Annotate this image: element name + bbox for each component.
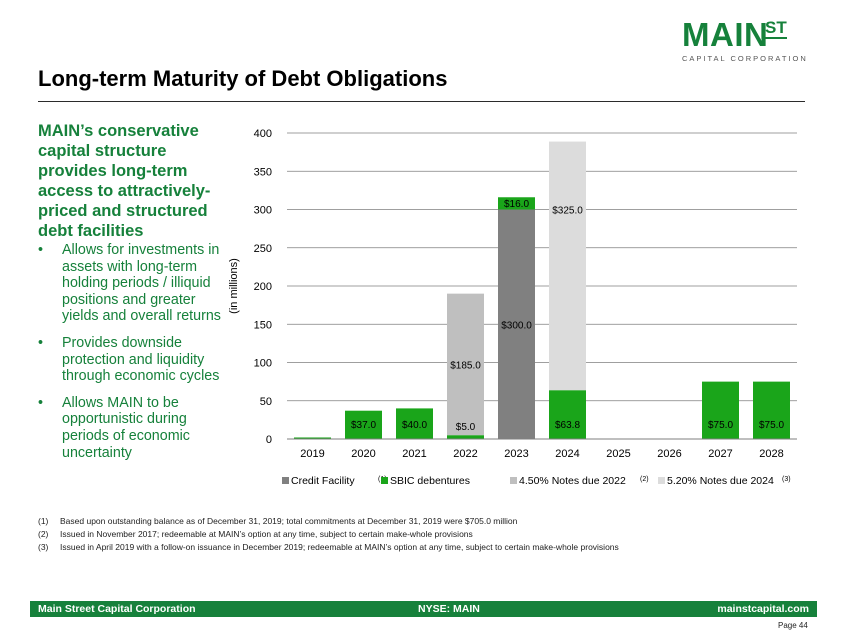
bar-segment [345,410,382,439]
bar-segment [447,435,484,439]
y-tick-label: 0 [266,434,272,446]
footnote-number: (3) [38,542,49,552]
x-tick-label: 2025 [606,448,630,460]
bar-segment [447,293,484,436]
bullet-icon: • [38,394,44,411]
page-title: Long-term Maturity of Debt Obligations [38,66,448,91]
x-tick-label: 2026 [657,448,681,460]
x-tick-label: 2021 [402,448,426,460]
legend-swatch [381,477,388,484]
logo-st-text: ST [765,18,787,39]
bar-segment [702,381,739,439]
x-tick-label: 2020 [351,448,375,460]
footnotes: (1) Based upon outstanding balance as of … [38,515,619,554]
legend-label: 4.50% Notes due 2022 [519,475,626,487]
debt-maturity-chart: 0 50 100 150 200 250 300 350 400 (in millions) $37… [228,128,797,487]
y-tick-label: 350 [254,166,272,178]
bullet-icon: • [38,334,44,351]
x-tick-label: 2027 [708,448,732,460]
company-logo: MAIN ST CAPITAL CORPORATION [682,16,806,63]
legend-label: SBIC debentures [390,475,470,487]
x-tick-label: 2019 [300,448,324,460]
bar-segment [498,209,535,439]
data-label: $75.0 [708,420,733,431]
data-label: $63.8 [555,420,580,431]
y-tick-label: 100 [254,358,272,370]
bullet-icon: • [38,242,44,258]
legend-superscript: (3) [782,476,791,483]
bar-segment [396,408,433,439]
data-label: $16.0 [504,199,529,210]
logo-subtitle: CAPITAL CORPORATION [682,54,808,63]
legend-superscript: (2) [640,476,649,483]
y-tick-label: 150 [254,319,272,331]
legend-swatch [658,477,665,484]
y-tick-label: 250 [254,243,272,255]
footnote: (3) Issued in April 2019 with a follow-on… [38,541,619,554]
bullet-text: Provides downside protection and liquidi… [62,334,220,385]
bar-segment [549,141,586,391]
data-label: $300.0 [501,320,532,331]
footnote-text: Issued in November 2017; redeemable at M… [60,529,473,539]
data-label: $185.0 [450,360,481,371]
footnote-text: Based upon outstanding balance as of Dec… [60,516,518,526]
bar-segment [753,381,790,439]
bar-segment [549,390,586,439]
footnote: (2) Issued in November 2017; redeemable a… [38,528,619,541]
x-tick-label: 2023 [504,448,528,460]
y-tick-label: 300 [254,205,272,217]
bar-segment [498,197,535,210]
x-tick-label: 2024 [555,448,579,460]
data-label: $5.0 [456,422,476,433]
x-tick-label: 2022 [453,448,477,460]
footer-company: Main Street Capital Corporation [38,603,196,615]
data-label: $75.0 [759,420,784,431]
footnote: (1) Based upon outstanding balance as of … [38,515,619,528]
footer-ticker: NYSE: MAIN [418,603,480,615]
legend-label: 5.20% Notes due 2024 [667,475,774,487]
legend-swatch [510,477,517,484]
legend-swatch [282,477,289,484]
sidebar-bullet: • Allows MAIN to be opportunistic during … [38,395,228,461]
bullet-text: Allows for investments in assets with lo… [62,242,221,325]
bullet-text: Allows MAIN to be opportunistic during p… [62,394,190,461]
sidebar-bullet: • Provides downside protection and liquid… [38,335,228,385]
legend-label: Credit Facility [291,475,355,487]
sidebar-bullet: • Allows for investments in assets with l… [38,242,228,325]
bar-segment [294,437,331,439]
y-tick-label: 400 [254,128,272,140]
footnote-number: (2) [38,529,49,539]
title-divider [38,101,805,102]
logo-main-text: MAIN [682,16,769,53]
sidebar-lead: MAIN’s conservative capital structure pr… [38,122,211,240]
y-tick-label: 200 [254,281,272,293]
footer-website[interactable]: mainstcapital.com [717,603,809,615]
footnote-text: Issued in April 2019 with a follow-on is… [60,542,619,552]
y-axis-label: (in millions) [228,258,240,314]
sidebar-bullets: • Allows for investments in assets with l… [38,242,228,471]
page-number: Page 44 [778,621,808,630]
footer-bar: Main Street Capital Corporation NYSE: MA… [30,601,817,617]
data-label: $325.0 [552,206,583,217]
y-tick-label: 50 [260,396,272,408]
footnote-number: (1) [38,516,49,526]
data-label: $37.0 [351,420,376,431]
x-tick-label: 2028 [759,448,783,460]
data-label: $40.0 [402,420,427,431]
